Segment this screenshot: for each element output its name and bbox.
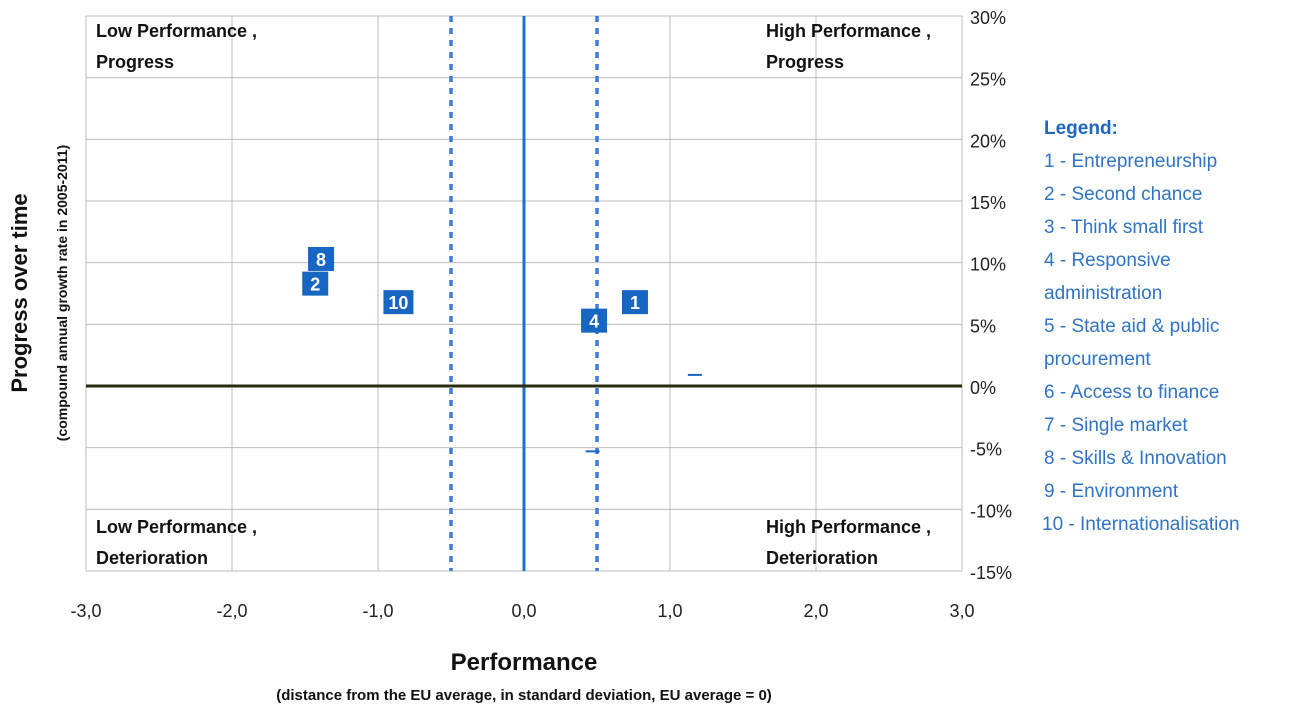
- x-axis-title: Performance: [451, 649, 598, 676]
- x-tick-label: -3,0: [70, 601, 101, 621]
- data-point-label: 2: [310, 275, 320, 295]
- y-tick-label: 30%: [970, 8, 1006, 28]
- data-point-marker: [308, 246, 335, 271]
- y-tick-label: -15%: [970, 563, 1012, 583]
- legend-title: Legend:: [1044, 118, 1118, 139]
- x-tick-label: 0,0: [511, 601, 536, 621]
- y-axis-ticks: 30% 25% 20% 15% 10% 5% 0% -5% -10% -15%: [970, 8, 1012, 583]
- data-point-marker: [581, 308, 608, 333]
- x-tick-label: 3,0: [949, 601, 974, 621]
- y-axis-subtitle: (compound annual growth rate in 2005-201…: [54, 145, 70, 441]
- legend-item: 7 - Single market: [1044, 415, 1188, 436]
- y-tick-label: 0%: [970, 378, 996, 398]
- y-tick-label: 25%: [970, 70, 1006, 90]
- y-tick-label: 10%: [970, 255, 1006, 275]
- y-tick-label: 15%: [970, 193, 1006, 213]
- quadrant-label: High Performance ,: [766, 21, 931, 41]
- y-axis-title: Progress over time: [7, 193, 32, 392]
- data-point-marker: [621, 290, 648, 315]
- data-point-marker: [383, 290, 414, 315]
- x-tick-label: 1,0: [657, 601, 682, 621]
- reference-lines: [86, 16, 962, 571]
- data-point-label: 10: [388, 293, 408, 313]
- quadrant-label: Progress: [766, 52, 844, 72]
- legend-item: 9 - Environment: [1044, 481, 1179, 502]
- legend-item: 3 - Think small first: [1044, 217, 1204, 238]
- quadrant-label: Low Performance ,: [96, 21, 257, 41]
- x-axis-ticks: -3,0 -2,0 -1,0 0,0 1,0 2,0 3,0: [70, 601, 974, 621]
- legend-item: 1 - Entrepreneurship: [1044, 151, 1218, 172]
- quadrant-label: High Performance ,: [766, 517, 931, 537]
- quadrant-label: Deterioration: [766, 548, 878, 568]
- quadrant-labels: Low Performance , Progress High Performanc…: [96, 21, 931, 568]
- data-point-marker: [302, 271, 329, 296]
- quadrant-label: Low Performance ,: [96, 517, 257, 537]
- legend-item: 6 - Access to finance: [1044, 382, 1220, 403]
- y-tick-label: 20%: [970, 131, 1006, 151]
- legend-item: 8 - Skills & Innovation: [1044, 448, 1227, 469]
- axis-titles: Performance (distance from the EU average…: [7, 145, 772, 704]
- x-axis-subtitle: (distance from the EU average, in standa…: [276, 687, 772, 704]
- x-tick-label: -1,0: [362, 601, 393, 621]
- data-points: 8 2 10 4 1: [302, 246, 702, 453]
- legend-item: 10 - Internationalisation: [1042, 514, 1240, 535]
- y-tick-label: -5%: [970, 440, 1002, 460]
- quadrant-label: Progress: [96, 52, 174, 72]
- legend-item: 4 - Responsive administration: [1044, 250, 1171, 304]
- y-tick-label: -10%: [970, 501, 1012, 521]
- quadrant-label: Deterioration: [96, 548, 208, 568]
- legend-item: 2 - Second chance: [1044, 184, 1203, 205]
- x-tick-label: -2,0: [216, 601, 247, 621]
- data-point-label: 8: [316, 250, 326, 270]
- x-tick-label: 2,0: [803, 601, 828, 621]
- data-point-label: 4: [589, 312, 599, 332]
- legend: Legend: 1 - Entrepreneurship 2 - Second …: [1042, 112, 1242, 541]
- y-tick-label: 5%: [970, 316, 996, 336]
- data-point-label: 1: [630, 293, 640, 313]
- legend-item: 5 - State aid & public procurement: [1044, 316, 1220, 370]
